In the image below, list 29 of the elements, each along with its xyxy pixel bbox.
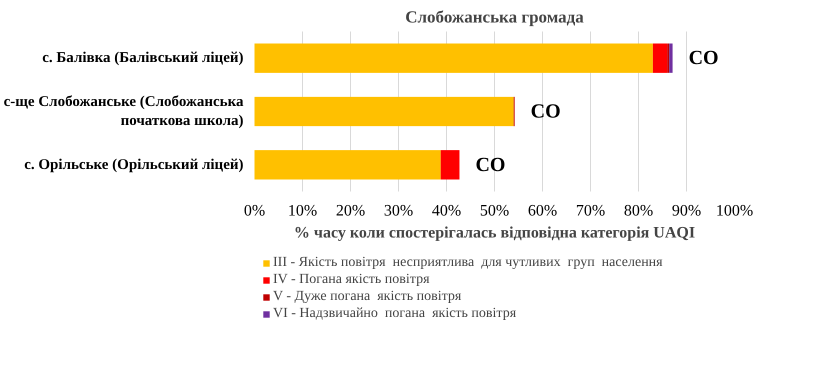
y-tick-label: с. Орільське (Орільський ліцей) (24, 156, 244, 173)
annotation: CO (530, 100, 561, 122)
x-tick-label: 0% (244, 202, 266, 220)
x-tick-label: 80% (624, 202, 654, 220)
x-tick-label: 30% (384, 202, 414, 220)
bar (652, 44, 668, 73)
x-tick-label: 10% (288, 202, 318, 220)
x-tick-label: 40% (432, 202, 462, 220)
bar (254, 96, 514, 126)
x-axis-title: % часу коли спостерігалась відповідна категорія UAQI (294, 224, 696, 242)
legend-label: IV - Погана якість повітря (273, 272, 430, 288)
y-tick-label: с-ще Слобожанське (Слобожанська початкова школа) (4, 94, 244, 130)
annotation: CO (688, 47, 719, 70)
x-tick-label: 100% (716, 202, 754, 220)
bar (254, 44, 653, 73)
bar (440, 150, 460, 180)
x-tick-label: 60% (528, 202, 558, 220)
x-tick-label: 20% (336, 202, 366, 220)
legend-label: III - Якість повітря несприятлива для чутливих груп населення (273, 255, 663, 271)
x-tick-label: 50% (480, 202, 510, 220)
bar (669, 44, 673, 73)
x-tick-label: 70% (576, 202, 606, 220)
annotation: CO (475, 154, 506, 176)
bar (254, 150, 441, 180)
legend-label: V - Дуже погана якість повітря (273, 289, 462, 305)
chart-title: Слобожанська громада (405, 8, 584, 26)
y-tick-label: с. Балівка (Балівський ліцей) (42, 50, 244, 66)
x-tick-label: 90% (672, 202, 702, 220)
legend-label: VI - Надзвичайно погана якість повітря (273, 306, 516, 322)
